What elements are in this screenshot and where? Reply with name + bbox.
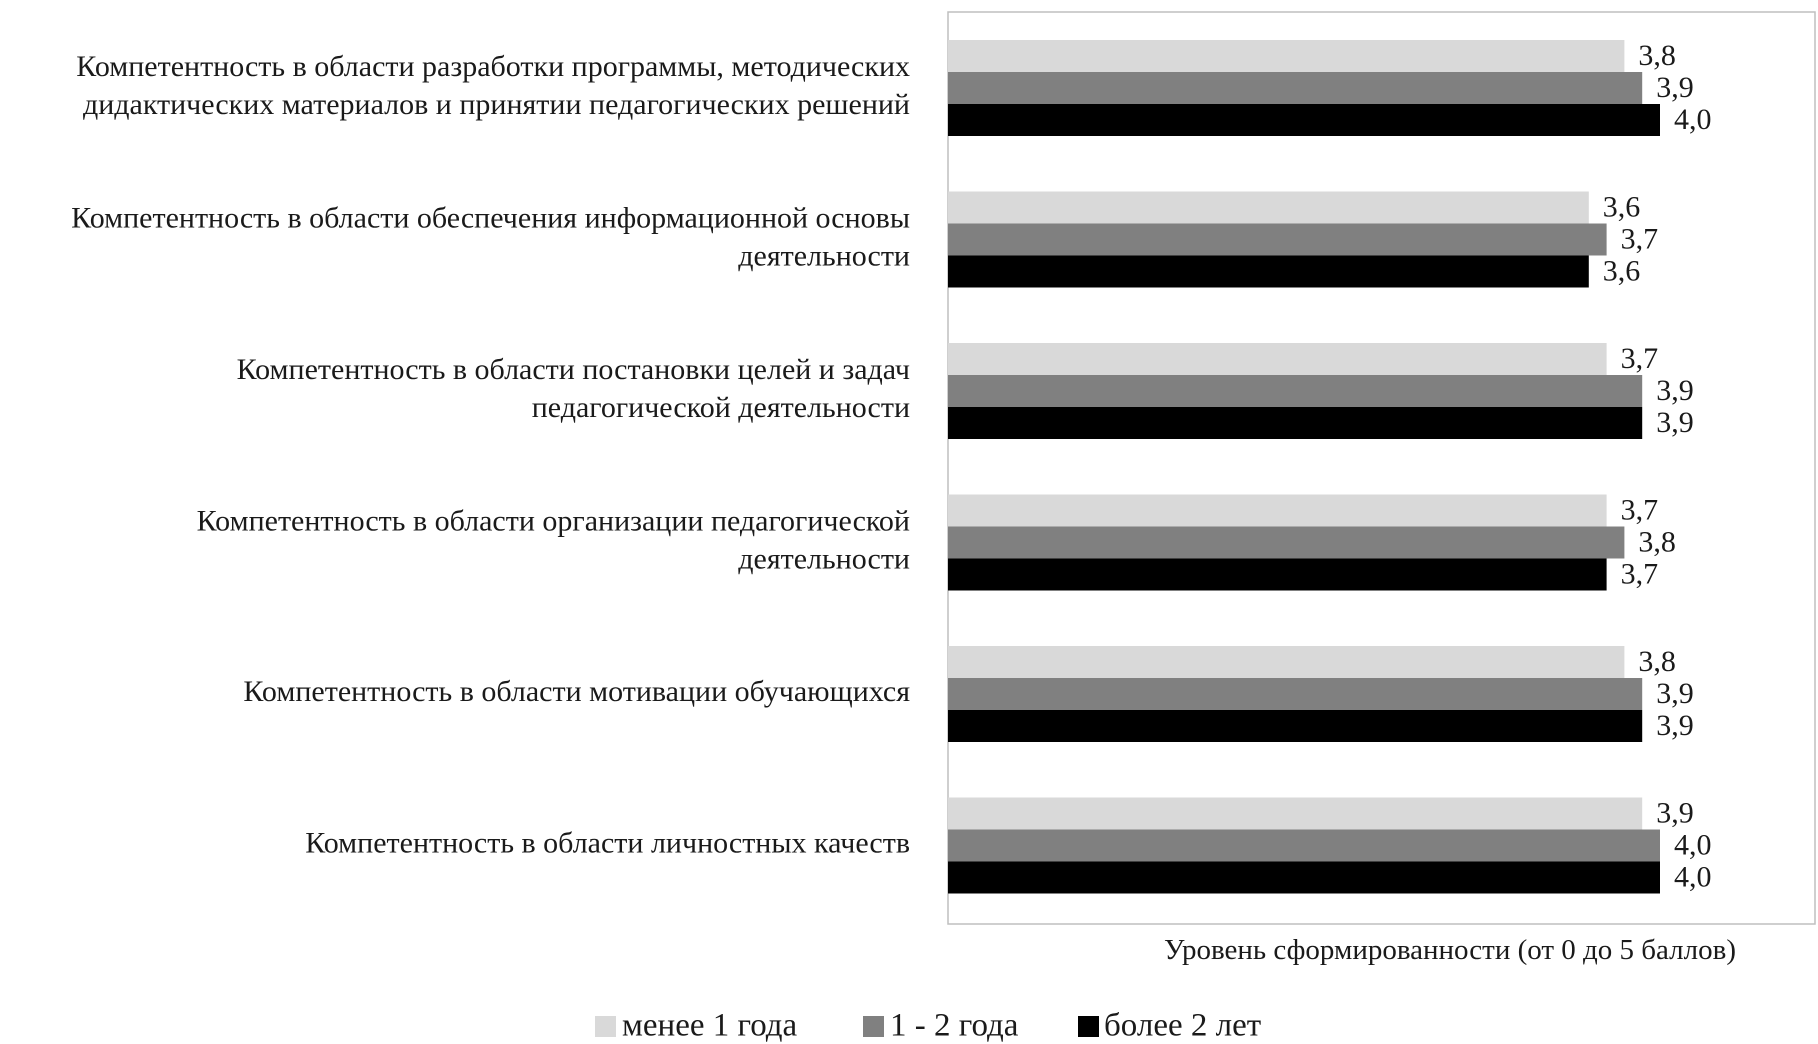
bar bbox=[948, 494, 1607, 527]
data-label: 3,9 bbox=[1656, 677, 1694, 710]
category-label: деятельности bbox=[738, 239, 910, 272]
category-label: Компетентность в области разработки прог… bbox=[76, 50, 910, 83]
data-label: 3,9 bbox=[1656, 374, 1694, 407]
bar bbox=[948, 255, 1589, 288]
data-label: 3,7 bbox=[1621, 493, 1659, 526]
bar bbox=[948, 191, 1589, 224]
legend-label: менее 1 года bbox=[622, 1008, 798, 1044]
data-label: 3,8 bbox=[1638, 39, 1676, 72]
data-label: 3,9 bbox=[1656, 406, 1694, 439]
bar bbox=[948, 407, 1643, 439]
data-label: 4,0 bbox=[1674, 828, 1712, 861]
data-label: 3,6 bbox=[1603, 254, 1641, 287]
legend-label: 1 - 2 года bbox=[890, 1008, 1019, 1044]
bar bbox=[948, 558, 1607, 591]
bar bbox=[948, 343, 1607, 375]
data-label: 3,9 bbox=[1656, 796, 1694, 829]
category-label: Компетентность в области мотивации обуча… bbox=[243, 675, 910, 708]
data-label: 3,9 bbox=[1656, 709, 1694, 742]
legend-swatch bbox=[1078, 1016, 1099, 1037]
legend-swatch bbox=[595, 1016, 616, 1037]
x-axis-title: Уровень сформированности (от 0 до 5 балл… bbox=[1164, 934, 1736, 966]
bar bbox=[948, 861, 1660, 894]
data-label: 4,0 bbox=[1674, 103, 1712, 136]
category-label: Компетентность в области личностных каче… bbox=[305, 826, 910, 859]
bar bbox=[948, 646, 1625, 678]
bar bbox=[948, 104, 1660, 136]
legend-label: более 2 лет bbox=[1104, 1008, 1261, 1044]
data-label: 3,8 bbox=[1638, 525, 1676, 558]
category-label: Компетентность в области обеспечения инф… bbox=[71, 201, 910, 234]
data-label: 3,8 bbox=[1638, 645, 1676, 678]
category-label: деятельности bbox=[738, 542, 910, 575]
bar bbox=[948, 797, 1643, 830]
category-label: Компетентность в области постановки целе… bbox=[237, 353, 910, 386]
data-label: 3,6 bbox=[1603, 190, 1641, 223]
bar bbox=[948, 72, 1643, 104]
data-label: 3,7 bbox=[1621, 222, 1659, 255]
bar bbox=[948, 526, 1625, 559]
bar bbox=[948, 375, 1643, 407]
bar bbox=[948, 678, 1643, 710]
data-label: 3,7 bbox=[1621, 557, 1659, 590]
category-label: дидактических материалов и принятии педа… bbox=[83, 88, 910, 121]
plot-area-border bbox=[947, 11, 1816, 925]
bar bbox=[948, 829, 1660, 862]
bar bbox=[948, 223, 1607, 256]
category-label: педагогической деятельности bbox=[532, 391, 910, 424]
data-label: 3,9 bbox=[1656, 71, 1694, 104]
category-label: Компетентность в области организации пед… bbox=[197, 504, 910, 537]
legend-swatch bbox=[863, 1016, 884, 1037]
data-label: 4,0 bbox=[1674, 860, 1712, 893]
data-label: 3,7 bbox=[1621, 342, 1659, 375]
bar bbox=[948, 40, 1625, 72]
bar bbox=[948, 710, 1643, 742]
